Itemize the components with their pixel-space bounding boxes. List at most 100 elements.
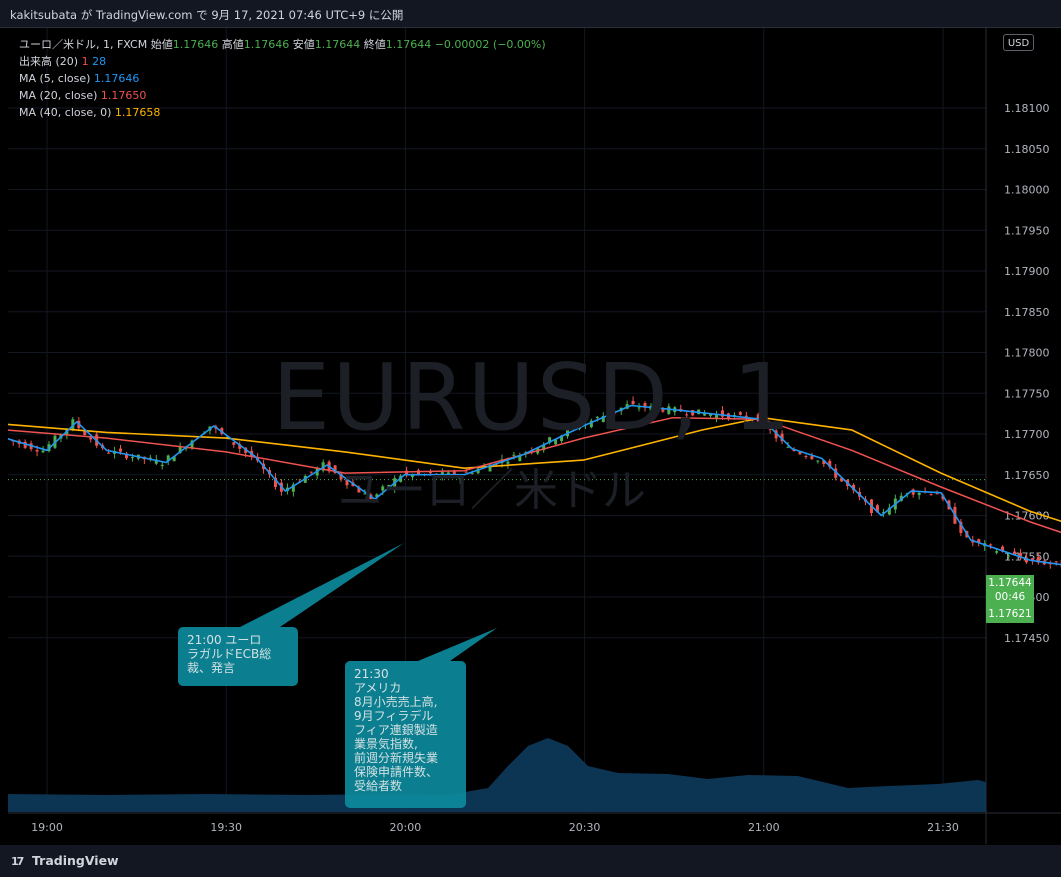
publish-text: kakitsubata が TradingView.com で 9月 17, 2…	[10, 8, 404, 22]
tradingview-brand: TradingView	[32, 853, 119, 868]
candle-body	[816, 460, 820, 462]
candle-body	[643, 403, 647, 408]
tradingview-logo-icon: 17	[11, 855, 24, 868]
candle-body	[309, 471, 313, 473]
annotation-ecb-pointer	[240, 543, 404, 627]
open-label: 始値	[150, 38, 173, 51]
volume-area	[8, 738, 986, 812]
candle-body	[691, 409, 695, 416]
footer-bar: 17 TradingView	[0, 845, 1061, 877]
ma-price-label: 1.17621	[988, 608, 1032, 620]
candle-body	[720, 410, 724, 417]
candle-body	[518, 455, 522, 462]
candle-body	[1036, 556, 1040, 563]
candle-body	[464, 471, 468, 473]
candle-body	[762, 416, 766, 423]
candle-body	[446, 472, 450, 476]
candle-body	[780, 433, 784, 442]
candle-body	[738, 412, 742, 415]
high-value: 1.17646	[243, 38, 290, 51]
candle-body	[548, 437, 552, 443]
candle-body	[709, 414, 713, 416]
annotation-ecb-line: 裁、発言	[187, 661, 236, 675]
candle-body	[387, 485, 391, 487]
candle-body	[458, 475, 462, 480]
candle-body	[470, 472, 474, 474]
candle-body	[571, 427, 575, 429]
y-tick-label: 1.18100	[1004, 102, 1050, 115]
open-value: 1.17646	[172, 38, 219, 51]
ma5-label[interactable]: MA (5, close)	[19, 72, 91, 85]
y-tick-label: 1.18050	[1004, 143, 1050, 156]
candle-body	[35, 449, 39, 452]
annotation-us-data[interactable]: 21:30 アメリカ 8月小売売上高, 9月フィラデル フィア連銀製造 業景気指…	[345, 661, 466, 808]
ma20-label[interactable]: MA (20, close)	[19, 89, 98, 102]
candle-body	[160, 464, 164, 466]
candle-body	[881, 512, 885, 514]
annotation-ecb-line: 21:00 ユーロ	[187, 633, 262, 647]
annotation-us-line: 8月小売売上高,	[354, 695, 438, 709]
name-watermark: ユーロ／米ドル	[338, 465, 646, 516]
volume-row[interactable]: 出来高 (20) 1 28	[19, 53, 546, 70]
y-tick-label: 1.18000	[1004, 184, 1050, 197]
chart-area[interactable]: 1.18100 1.18050 1.18000 1.17950 1.17900 1.178…	[8, 28, 1061, 844]
candle-body	[178, 446, 182, 453]
volume-value-1: 1	[81, 55, 89, 68]
candle-body	[488, 464, 492, 472]
candle-body	[959, 521, 963, 534]
currency-button[interactable]: USD	[1003, 34, 1034, 51]
candle-body	[452, 470, 456, 476]
ma40-row[interactable]: MA (40, close, 0) 1.17658	[19, 104, 546, 121]
candle-body	[875, 505, 879, 513]
volume-label[interactable]: 出来高 (20)	[19, 55, 79, 68]
tradingview-logo[interactable]: 17 TradingView	[11, 853, 119, 868]
price-chart-svg[interactable]: 1.18100 1.18050 1.18000 1.17950 1.17900 1.178…	[8, 28, 1061, 844]
candle-body	[685, 414, 689, 416]
ma-price-tag: 1.17621	[986, 606, 1034, 623]
x-tick-label: 19:00	[31, 821, 63, 834]
candle-body	[369, 494, 373, 501]
annotation-us-line: 9月フィラデル	[354, 709, 434, 723]
candle-body	[774, 430, 778, 439]
candle-body	[828, 460, 832, 467]
ma5-value: 1.17646	[93, 72, 140, 85]
x-tick-label: 21:30	[927, 821, 959, 834]
annotation-us-pointer	[418, 628, 497, 661]
candle-body	[89, 437, 93, 440]
ma40-value: 1.17658	[114, 106, 161, 119]
ohlc-row[interactable]: ユーロ／米ドル, 1, FXCM 始値1.17646 高値1.17646 安値1…	[19, 36, 546, 53]
ma20-line	[8, 416, 1061, 534]
x-tick-label: 20:30	[569, 821, 601, 834]
candle-body	[554, 439, 558, 445]
symbol-label[interactable]: ユーロ／米ドル, 1, FXCM	[19, 38, 148, 51]
candle-body	[130, 457, 134, 459]
candle-body	[124, 453, 128, 459]
annotation-us-line: アメリカ	[354, 681, 402, 695]
annotation-us-line: 保険申請件数、	[354, 765, 439, 779]
candle-body	[83, 431, 87, 435]
candle-body	[273, 477, 277, 487]
candle-body	[476, 468, 480, 474]
change-value: −0.00002 (−0.00%)	[434, 38, 546, 51]
candle-body	[601, 415, 605, 423]
y-tick-label: 1.17600	[1004, 510, 1050, 523]
low-label: 安値	[292, 38, 315, 51]
candle-body	[1001, 546, 1005, 552]
ma40-label[interactable]: MA (40, close, 0)	[19, 106, 112, 119]
y-tick-label: 1.17950	[1004, 224, 1050, 237]
candle-body	[238, 444, 242, 449]
candle-body	[804, 456, 808, 458]
ma40-line	[8, 416, 1061, 523]
candle-body	[411, 474, 415, 477]
candle-body	[667, 406, 671, 414]
ma5-row[interactable]: MA (5, close) 1.17646	[19, 70, 546, 87]
annotation-ecb[interactable]: 21:00 ユーロ ラガルドECB総 裁、発言	[178, 627, 298, 686]
candle-body	[852, 484, 856, 491]
candle-body	[232, 442, 236, 445]
candle-body	[810, 456, 814, 460]
volume-value-2: 28	[92, 55, 107, 68]
ma20-row[interactable]: MA (20, close) 1.17650	[19, 87, 546, 104]
x-tick-label: 19:30	[210, 821, 242, 834]
close-label: 終値	[363, 38, 386, 51]
candle-body	[363, 493, 367, 495]
